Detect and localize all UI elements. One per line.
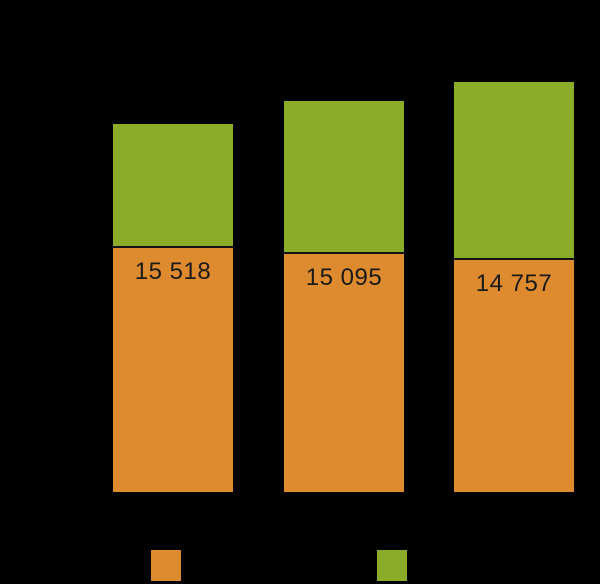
bar-group-3: 14 757 bbox=[454, 82, 574, 492]
bar-group-2: 15 095 bbox=[284, 101, 404, 492]
bar3-orange-value-label: 14 757 bbox=[475, 270, 553, 297]
bar2-orange-value-label: 15 095 bbox=[305, 264, 383, 291]
bar3-orange-segment: 14 757 bbox=[454, 258, 574, 492]
bar1-orange-segment: 15 518 bbox=[113, 246, 233, 492]
bar-group-1: 15 518 bbox=[113, 124, 233, 492]
bar2-green-segment bbox=[284, 101, 404, 252]
legend-swatch-orange bbox=[151, 550, 181, 581]
bar2-orange-segment: 15 095 bbox=[284, 252, 404, 492]
bar3-green-segment bbox=[454, 82, 574, 258]
bar1-green-segment bbox=[113, 124, 233, 246]
legend-swatch-green bbox=[377, 550, 407, 581]
bar1-orange-value-label: 15 518 bbox=[134, 258, 212, 285]
